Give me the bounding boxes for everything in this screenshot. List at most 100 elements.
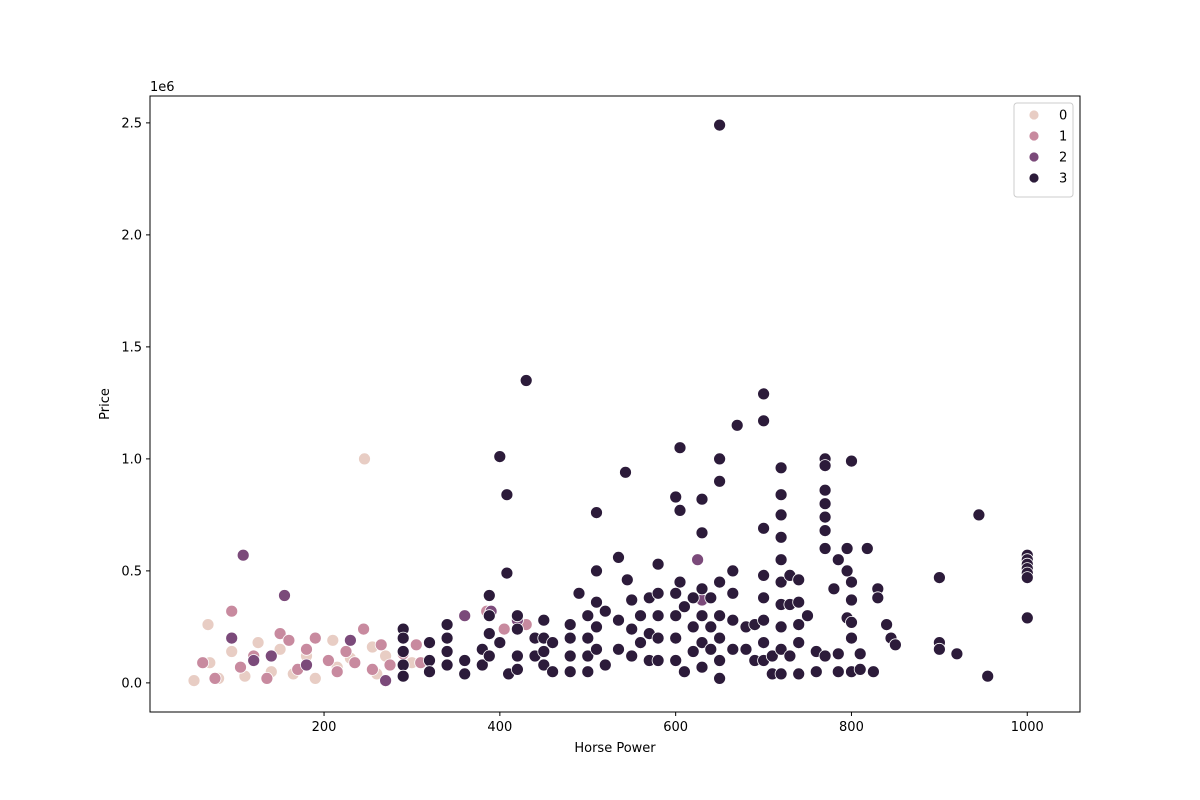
data-point-series-3 bbox=[774, 488, 788, 502]
data-point-series-3 bbox=[845, 575, 858, 589]
data-point-series-2 bbox=[278, 589, 291, 602]
data-point-series-3 bbox=[792, 618, 806, 631]
data-point-series-3 bbox=[757, 591, 770, 605]
data-point-series-0 bbox=[187, 674, 201, 687]
data-point-series-3 bbox=[537, 613, 551, 627]
data-point-series-3 bbox=[695, 492, 709, 506]
data-point-series-3 bbox=[774, 667, 788, 681]
x-tick-label: 400 bbox=[487, 720, 512, 735]
data-point-series-3 bbox=[726, 586, 740, 600]
data-point-series-3 bbox=[598, 604, 612, 618]
data-point-series-3 bbox=[482, 609, 496, 623]
legend-label: 1 bbox=[1059, 130, 1067, 145]
data-point-series-3 bbox=[669, 490, 683, 504]
y-axis: 0.0 0.5 1.0 1.5 2.0 2.5 bbox=[121, 116, 150, 691]
data-point-series-3 bbox=[774, 575, 788, 589]
data-point-series-3 bbox=[519, 374, 533, 387]
data-point-series-3 bbox=[818, 459, 832, 473]
data-point-series-3 bbox=[818, 483, 832, 497]
data-point-series-3 bbox=[598, 658, 612, 672]
data-point-series-3 bbox=[625, 593, 639, 607]
x-tick-label: 800 bbox=[839, 720, 864, 735]
data-point-series-3 bbox=[704, 591, 718, 605]
y-tick-label: 2.0 bbox=[121, 228, 142, 243]
data-point-series-3 bbox=[572, 586, 586, 600]
data-point-series-3 bbox=[440, 618, 454, 631]
plot-area bbox=[149, 95, 1081, 713]
data-point-series-3 bbox=[880, 618, 893, 631]
data-point-series-1 bbox=[208, 672, 222, 685]
data-point-series-3 bbox=[396, 645, 410, 658]
legend-marker bbox=[1028, 172, 1040, 184]
data-point-series-3 bbox=[440, 631, 454, 645]
data-point-series-3 bbox=[818, 649, 832, 663]
data-point-series-1 bbox=[282, 633, 296, 647]
data-point-series-3 bbox=[581, 609, 595, 623]
data-point-series-3 bbox=[757, 636, 770, 649]
data-point-series-3 bbox=[713, 672, 726, 685]
data-point-series-3 bbox=[678, 600, 691, 614]
data-point-series-3 bbox=[831, 647, 845, 661]
data-point-series-3 bbox=[818, 510, 832, 524]
data-point-series-3 bbox=[511, 649, 524, 663]
x-tick-label: 600 bbox=[663, 720, 688, 735]
data-point-series-3 bbox=[482, 649, 496, 663]
data-point-series-0 bbox=[358, 452, 371, 466]
data-point-series-3 bbox=[546, 636, 559, 649]
data-point-series-3 bbox=[695, 636, 709, 649]
legend-box bbox=[1013, 102, 1074, 198]
scatter-points bbox=[187, 118, 1034, 687]
data-point-series-3 bbox=[482, 589, 496, 602]
data-point-series-3 bbox=[840, 542, 854, 555]
data-point-series-3 bbox=[511, 609, 524, 623]
data-point-series-3 bbox=[612, 642, 625, 656]
data-point-series-3 bbox=[739, 642, 753, 656]
data-point-series-0 bbox=[273, 642, 287, 656]
data-point-series-3 bbox=[933, 571, 946, 584]
data-point-series-3 bbox=[590, 564, 603, 578]
data-point-series-1 bbox=[300, 642, 313, 656]
data-point-series-3 bbox=[511, 663, 524, 676]
data-point-series-3 bbox=[933, 642, 946, 656]
data-point-series-3 bbox=[695, 526, 709, 540]
data-point-series-3 bbox=[757, 414, 770, 428]
data-point-series-3 bbox=[726, 613, 740, 627]
x-axis: 200 400 600 800 1000 bbox=[312, 712, 1044, 735]
data-point-series-1 bbox=[196, 656, 210, 670]
data-point-series-1 bbox=[383, 658, 397, 672]
data-point-series-3 bbox=[704, 620, 718, 634]
data-point-series-2 bbox=[343, 633, 357, 647]
y-tick-label: 2.5 bbox=[121, 116, 142, 131]
data-point-series-3 bbox=[757, 613, 770, 627]
data-point-series-3 bbox=[845, 593, 858, 607]
data-point-series-3 bbox=[458, 667, 472, 681]
data-point-series-3 bbox=[651, 631, 665, 645]
data-point-series-3 bbox=[774, 620, 788, 634]
data-point-series-3 bbox=[809, 665, 823, 679]
data-point-series-2 bbox=[236, 548, 250, 562]
data-point-series-3 bbox=[590, 595, 603, 609]
data-point-series-3 bbox=[757, 521, 770, 535]
data-point-series-3 bbox=[634, 636, 647, 649]
data-point-series-3 bbox=[686, 620, 700, 634]
data-point-series-3 bbox=[713, 654, 726, 667]
data-point-series-3 bbox=[669, 631, 683, 645]
data-point-series-3 bbox=[792, 595, 806, 609]
data-point-series-3 bbox=[678, 665, 691, 679]
data-point-series-3 bbox=[757, 387, 770, 401]
data-point-series-3 bbox=[1020, 611, 1034, 625]
data-point-series-0 bbox=[201, 618, 215, 631]
x-axis-label: Horse Power bbox=[574, 741, 656, 756]
data-point-series-2 bbox=[458, 609, 472, 623]
data-point-series-3 bbox=[774, 461, 788, 475]
data-point-series-3 bbox=[818, 524, 832, 537]
data-point-series-0 bbox=[326, 633, 340, 647]
data-point-series-3 bbox=[651, 609, 665, 623]
data-point-series-3 bbox=[581, 631, 595, 645]
data-point-series-3 bbox=[792, 667, 806, 681]
data-point-series-3 bbox=[713, 609, 726, 623]
data-point-series-0 bbox=[308, 672, 322, 685]
data-point-series-3 bbox=[625, 649, 639, 663]
y-tick-label: 0.5 bbox=[121, 564, 142, 579]
